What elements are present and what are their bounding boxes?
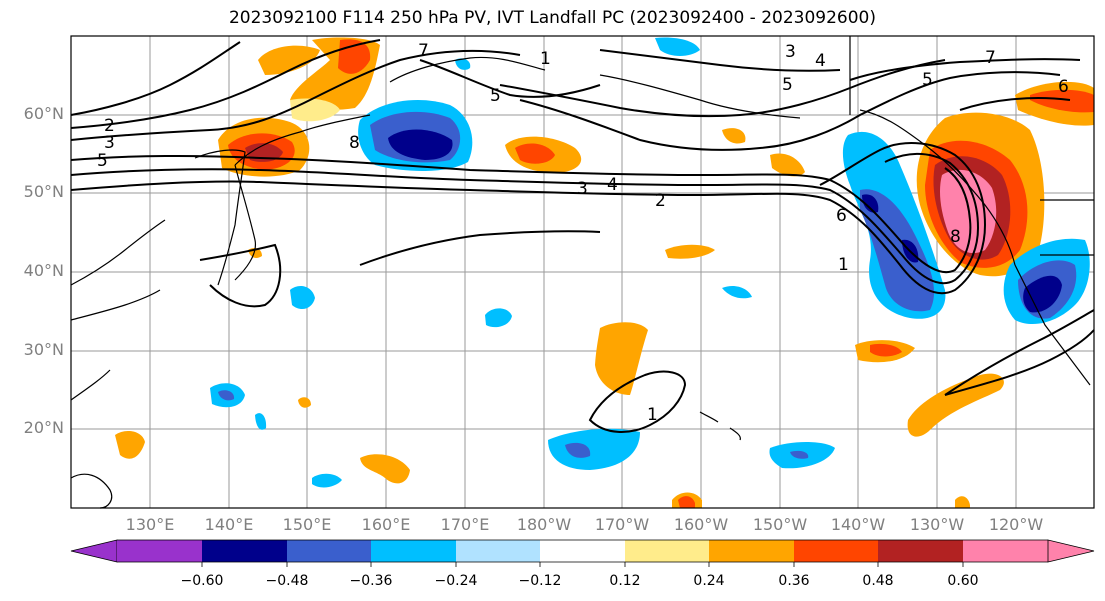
lon-label: 120°W xyxy=(988,515,1044,534)
map-title: 2023092100 F114 250 hPa PV, IVT Landfall… xyxy=(228,8,876,28)
contour-label: 3 xyxy=(577,179,588,199)
contour-label: 1 xyxy=(647,405,658,425)
lat-label: 20°N xyxy=(23,418,64,437)
contour-label: 3 xyxy=(104,133,115,153)
contour-label: 1 xyxy=(540,49,551,69)
contour-label: 1 xyxy=(838,255,849,275)
colorbar-extend-low xyxy=(70,539,118,563)
contour-label: 5 xyxy=(782,75,793,95)
lon-label: 150°E xyxy=(282,515,332,534)
lat-label: 60°N xyxy=(23,104,64,123)
colorbar-tick-label: 0.60 xyxy=(947,573,979,589)
colorbar-tick-label: 0.36 xyxy=(778,573,810,589)
colorbar-tick-label: −0.36 xyxy=(349,573,393,589)
contour-label: 4 xyxy=(607,175,618,195)
lon-label: 150°W xyxy=(752,515,808,534)
contour-label: 2 xyxy=(104,116,115,136)
contour-label: 6 xyxy=(1058,77,1069,97)
colorbar-tick-label: 0.12 xyxy=(609,573,641,589)
contour-label: 3 xyxy=(785,42,796,62)
ivt-contours xyxy=(70,39,1095,433)
contour-label: 8 xyxy=(349,133,360,153)
contour-label: 5 xyxy=(97,151,108,171)
lat-label: 40°N xyxy=(23,261,64,280)
lon-label: 160°W xyxy=(673,515,729,534)
lat-label: 30°N xyxy=(23,340,64,359)
contour-label: 5 xyxy=(922,70,933,90)
coastlines xyxy=(70,36,1094,509)
lon-label: 170°E xyxy=(440,515,490,534)
contour-label: 7 xyxy=(985,48,996,68)
colorbar-tick-label: −0.48 xyxy=(265,573,309,589)
lon-label: 160°E xyxy=(361,515,411,534)
lat-label: 50°N xyxy=(23,182,64,201)
colorbar-tick-label: −0.12 xyxy=(518,573,562,589)
contour-label: 5 xyxy=(490,86,501,106)
lon-label: 140°E xyxy=(204,515,254,534)
contour-label-group: 2 3 5 7 3 4 5 5 1 8 3 4 2 6 8 1 5 7 6 1 xyxy=(97,41,1069,425)
colorbar-tick-label: 0.48 xyxy=(862,573,894,589)
colorbar-tick-label: −0.24 xyxy=(434,573,478,589)
lon-label: 140°W xyxy=(830,515,886,534)
contour-label: 8 xyxy=(950,227,961,247)
lon-label: 130°W xyxy=(909,515,965,534)
contour-label: 4 xyxy=(815,51,826,71)
contour-label: 2 xyxy=(655,191,666,211)
map-frame xyxy=(70,35,1095,509)
colorbar-tick-label: 0.24 xyxy=(693,573,725,589)
contour-label: 6 xyxy=(836,206,847,226)
lon-label: 170°W xyxy=(594,515,650,534)
colorbar xyxy=(70,539,1095,567)
contour-label: 7 xyxy=(418,41,429,61)
colorbar-extend-high xyxy=(1047,539,1095,563)
lon-label: 130°E xyxy=(125,515,175,534)
colorbar-tick-label: −0.60 xyxy=(180,573,224,589)
lon-label: 180°W xyxy=(516,515,572,534)
